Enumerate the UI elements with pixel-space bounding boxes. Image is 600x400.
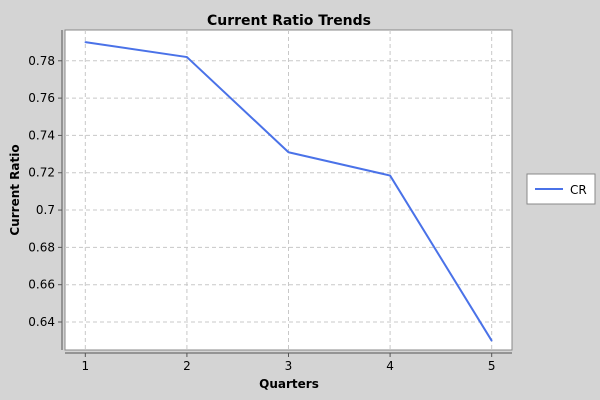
data-point-cr-3 [287, 151, 290, 154]
y-tick-label-3: 0.68 [28, 240, 55, 254]
y-tick-label-7: 0.76 [28, 91, 55, 105]
x-tick-label-5: 5 [488, 359, 496, 373]
y-tick-label-5: 0.72 [28, 166, 55, 180]
x-tick-label-2: 2 [183, 359, 191, 373]
tick-labels: 1 2 3 4 5 0.64 0.66 0.68 0.7 0.72 0.74 0.76 0.78 [28, 54, 495, 373]
y-tick-label-4: 0.7 [36, 203, 55, 217]
x-tick-label-3: 3 [285, 359, 293, 373]
data-point-cr-5 [490, 339, 493, 342]
series-lines [84, 41, 493, 342]
x-tick-label-4: 4 [386, 359, 394, 373]
y-axis-label: Current Ratio [8, 144, 22, 235]
data-point-cr-4 [389, 174, 391, 177]
y-tick-label-1: 0.64 [28, 315, 55, 329]
data-point-cr-1 [84, 41, 87, 43]
legend-label-cr: CR [570, 183, 587, 197]
x-axis-label: Quarters [259, 377, 319, 391]
axes [58, 30, 512, 357]
chart-title: Current Ratio Trends [207, 13, 371, 29]
grid-lines [65, 30, 512, 350]
legend: CR [526, 173, 596, 205]
y-tick-label-2: 0.66 [28, 278, 55, 292]
plot-area [64, 29, 513, 351]
data-point-cr-2 [186, 56, 188, 58]
x-tick-label-1: 1 [81, 359, 89, 373]
y-tick-label-8: 0.78 [28, 54, 55, 68]
y-tick-label-6: 0.74 [28, 128, 55, 142]
